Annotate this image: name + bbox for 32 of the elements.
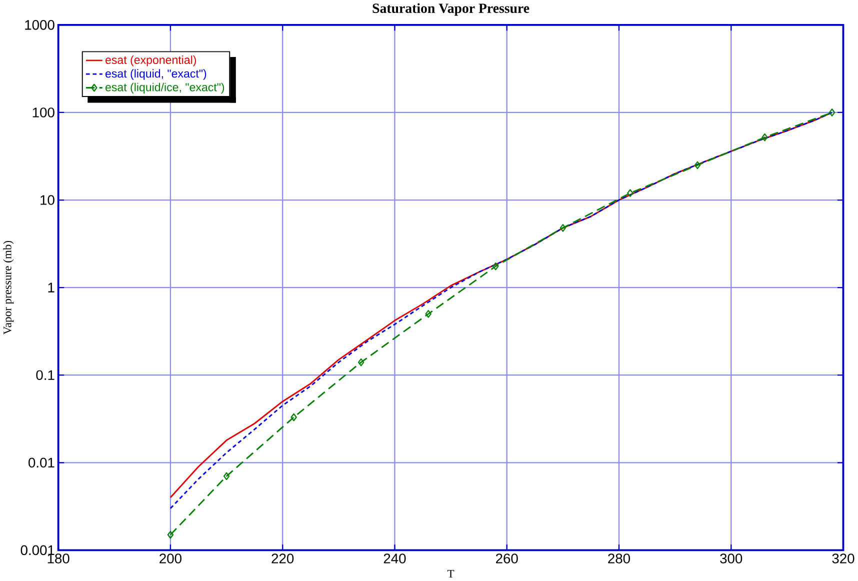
x-tick-label: 300 <box>720 554 742 564</box>
chart-title: Saturation Vapor Pressure <box>372 3 530 16</box>
point <box>560 224 566 232</box>
point <box>425 310 432 318</box>
x-tick-label: 280 <box>608 554 630 564</box>
point <box>694 161 701 170</box>
point <box>290 413 297 422</box>
y-tick-label: 0.1 <box>36 370 54 380</box>
x-axis-title: T <box>447 570 454 578</box>
x-tick-label: 220 <box>272 554 294 564</box>
y-tick-label: 0.01 <box>28 458 54 468</box>
point <box>762 134 768 142</box>
point <box>358 358 364 366</box>
x-tick-label: 180 <box>48 554 70 564</box>
y-tick-label: 100 <box>32 108 54 118</box>
x-tick-label: 240 <box>384 554 406 564</box>
y-tick-label: 1 <box>48 282 54 292</box>
x-tick-label: 200 <box>160 554 182 564</box>
legend-label: esat (exponential) <box>106 56 196 66</box>
y-tick-label: 0.001 <box>20 545 54 556</box>
point <box>828 108 836 117</box>
point <box>223 472 230 480</box>
y-tick-label: 10 <box>40 195 54 206</box>
point <box>627 189 634 198</box>
x-tick-label: 260 <box>496 554 518 564</box>
y-tick-label: 1000 <box>25 20 54 30</box>
x-tick-label: 320 <box>832 554 854 564</box>
legend-label: esat (liquid/ice, "exact") <box>106 82 224 94</box>
legend-label: esat (liquid, "exact") <box>106 69 206 80</box>
point <box>167 530 174 539</box>
y-axis-title: Vapor pressure (mb) <box>3 241 14 335</box>
point <box>492 262 499 270</box>
